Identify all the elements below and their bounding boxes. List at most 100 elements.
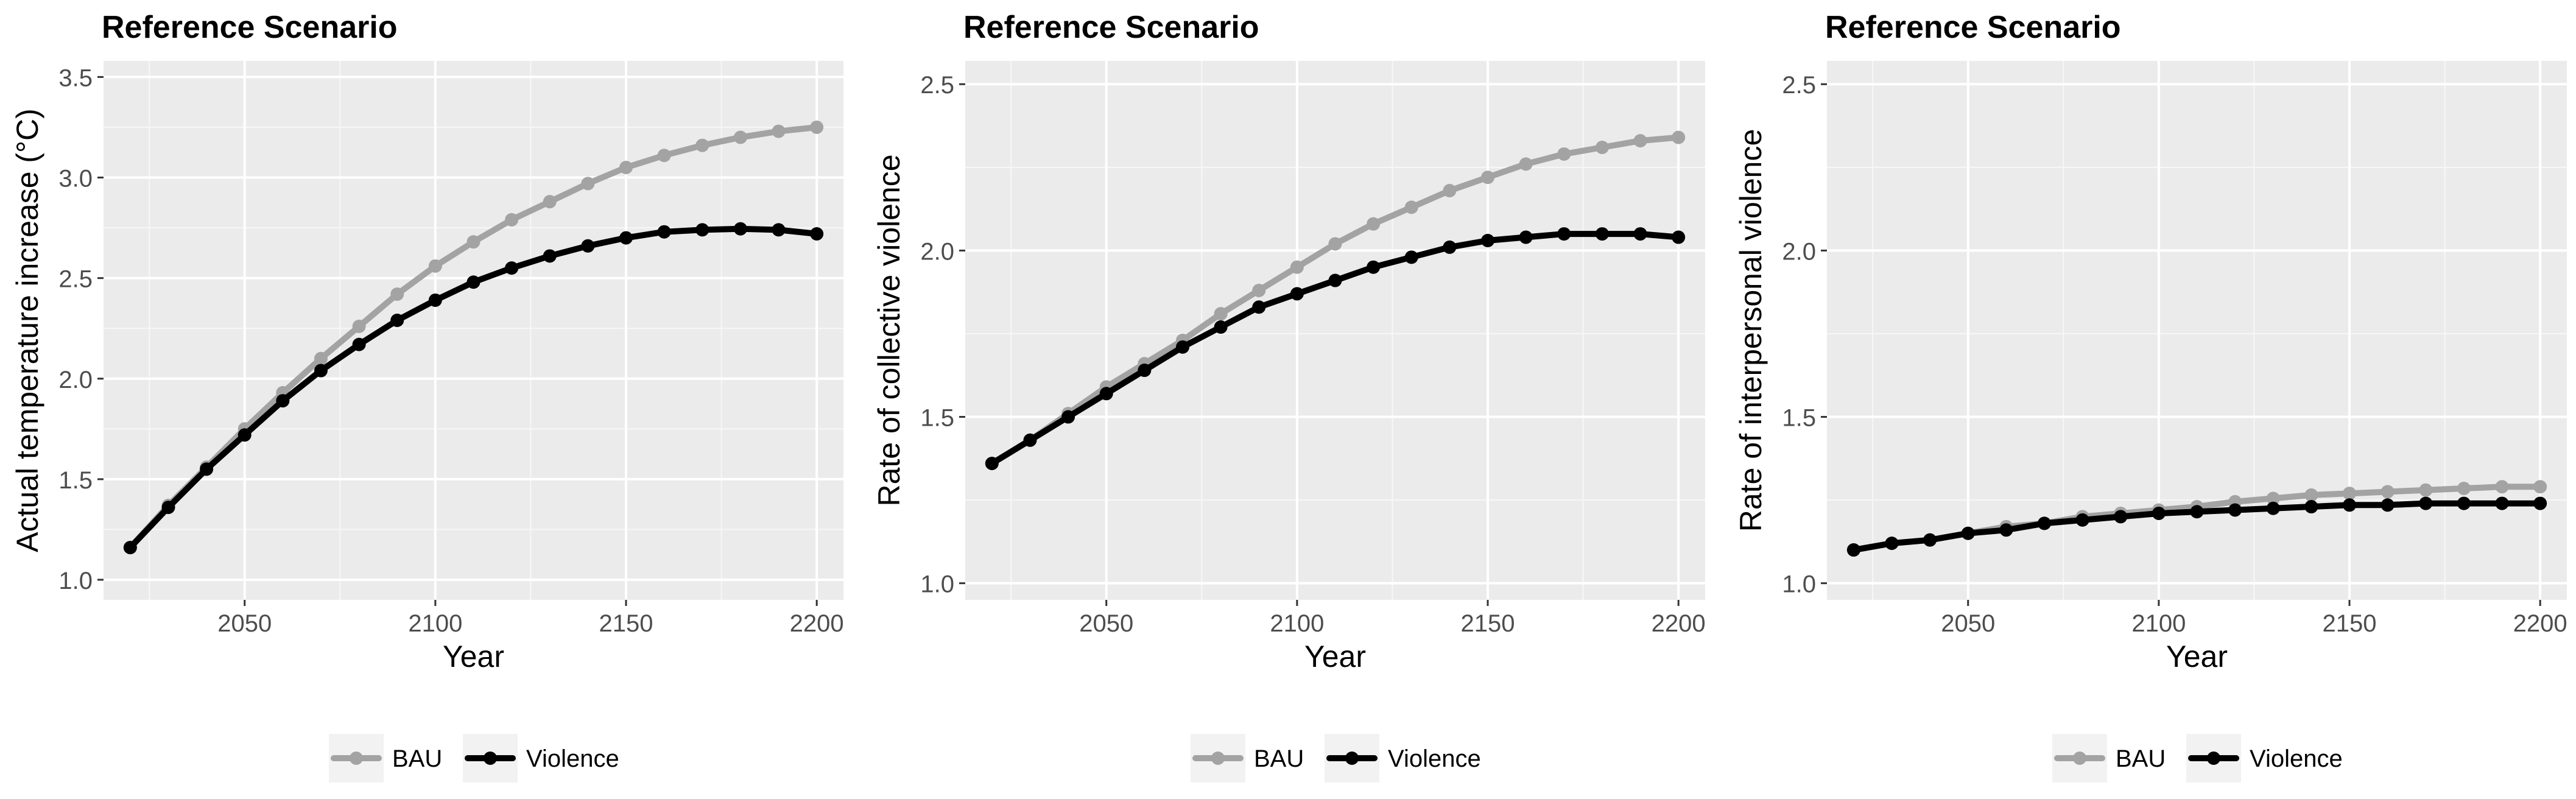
data-point-bau	[1443, 184, 1457, 198]
y-tick-label: 1.5	[1782, 405, 1816, 432]
legend-key-point	[1211, 751, 1225, 765]
data-point-violence	[2381, 498, 2395, 512]
data-point-violence	[314, 364, 328, 378]
data-point-violence	[1175, 340, 1189, 354]
x-tick-label: 2200	[2513, 610, 2567, 637]
chart-title: Reference Scenario	[1825, 10, 2121, 45]
data-point-bau	[733, 130, 747, 144]
data-point-violence	[1138, 364, 1152, 378]
data-point-bau	[352, 319, 366, 333]
data-point-bau	[2266, 491, 2280, 505]
data-point-bau	[2381, 485, 2395, 499]
x-tick-label: 2100	[2131, 610, 2186, 637]
legend-label-bau: BAU	[392, 745, 442, 772]
data-point-violence	[733, 222, 747, 236]
data-point-bau	[2419, 483, 2433, 497]
data-point-violence	[2457, 496, 2471, 510]
x-tick-label: 2200	[1652, 610, 1706, 637]
data-point-bau	[1252, 283, 1266, 297]
data-point-violence	[2190, 505, 2204, 519]
data-point-violence	[1252, 300, 1266, 314]
data-point-violence	[2304, 500, 2318, 514]
data-point-bau	[695, 138, 709, 152]
data-point-violence	[505, 261, 519, 275]
plot-background	[104, 61, 843, 600]
y-tick-label: 1.5	[58, 467, 93, 494]
data-point-bau	[1595, 141, 1609, 155]
data-point-violence	[1443, 240, 1457, 254]
data-point-violence	[2419, 496, 2433, 510]
data-point-violence	[352, 337, 366, 351]
y-tick-label: 1.0	[920, 571, 954, 598]
data-point-violence	[2266, 501, 2280, 515]
data-point-bau	[505, 213, 519, 227]
y-tick-label: 2.5	[58, 266, 93, 293]
data-point-violence	[466, 275, 480, 289]
x-axis-label: Year	[1304, 639, 1366, 674]
y-tick-label: 2.0	[1782, 238, 1816, 265]
data-point-violence	[2495, 496, 2509, 510]
data-point-violence	[1923, 533, 1937, 547]
data-point-violence	[1633, 227, 1647, 241]
plot-background	[1827, 61, 2567, 600]
data-point-bau	[2304, 488, 2318, 502]
y-tick-label: 2.5	[920, 72, 954, 99]
x-tick-label: 2050	[1941, 610, 1995, 637]
data-point-violence	[1557, 227, 1571, 241]
legend-label-violence: Violence	[1388, 745, 1481, 772]
y-tick-label: 3.0	[58, 166, 93, 192]
data-point-violence	[276, 394, 290, 408]
y-tick-label: 1.0	[58, 568, 93, 594]
data-point-violence	[1290, 287, 1304, 301]
data-point-violence	[619, 231, 633, 245]
x-tick-label: 2200	[790, 610, 844, 637]
x-tick-label: 2100	[408, 610, 462, 637]
chart-panel-collective-violence: Reference Scenario 1.0 1.5 2.0 2.5 2050 2100 21…	[862, 0, 1714, 799]
data-point-bau	[1328, 237, 1342, 251]
data-point-violence	[1023, 433, 1037, 447]
data-point-bau	[314, 351, 328, 365]
data-point-violence	[985, 457, 999, 471]
legend-label-violence: Violence	[526, 745, 619, 772]
legend-key-point	[350, 751, 363, 765]
y-tick-label: 2.0	[920, 238, 954, 265]
data-point-violence	[1061, 410, 1075, 424]
data-point-bau	[619, 161, 633, 175]
data-point-violence	[581, 239, 595, 253]
y-tick-label: 1.0	[1782, 571, 1816, 598]
data-point-violence	[2228, 503, 2242, 517]
data-point-violence	[657, 225, 671, 239]
data-point-violence	[810, 227, 824, 241]
chart-panel-temperature: Reference Scenario 1.0 1.5 2.0 2.5 3.0 3.5 2050…	[0, 0, 853, 799]
data-point-violence	[1999, 523, 2013, 537]
data-point-violence	[428, 293, 442, 307]
data-point-violence	[2037, 516, 2051, 530]
data-point-bau	[2457, 481, 2471, 495]
data-point-bau	[1481, 171, 1495, 185]
y-tick-label: 2.0	[58, 367, 93, 393]
data-point-bau	[543, 195, 557, 209]
data-point-bau	[1519, 157, 1533, 171]
data-point-violence	[2152, 506, 2166, 520]
y-tick-label: 3.5	[58, 65, 93, 91]
x-axis-label: Year	[443, 639, 504, 674]
legend-label-bau: BAU	[2116, 745, 2166, 772]
x-tick-label: 2050	[1079, 610, 1133, 637]
x-tick-label: 2150	[2323, 610, 2377, 637]
chart-interpersonal-violence: Reference Scenario 1.0 1.5 2.0 2.5 2050 2100 21…	[1734, 10, 2567, 783]
data-point-violence	[200, 462, 214, 476]
data-point-bau	[466, 235, 480, 249]
chart-panel-interpersonal-violence: Reference Scenario 1.0 1.5 2.0 2.5 2050 2100 21…	[1723, 0, 2576, 799]
legend-key-point	[2073, 751, 2086, 765]
data-point-violence	[161, 501, 175, 515]
data-point-bau	[657, 149, 671, 163]
data-point-bau	[1290, 260, 1304, 274]
chart-temperature: Reference Scenario 1.0 1.5 2.0 2.5 3.0 3.5 2050…	[10, 10, 844, 783]
data-point-bau	[1633, 134, 1647, 148]
data-point-bau	[2533, 480, 2547, 494]
data-point-violence	[1328, 273, 1342, 287]
data-point-bau	[1557, 147, 1571, 161]
data-point-violence	[1595, 227, 1609, 241]
legend-key-point	[1345, 751, 1359, 765]
data-point-bau	[428, 259, 442, 273]
